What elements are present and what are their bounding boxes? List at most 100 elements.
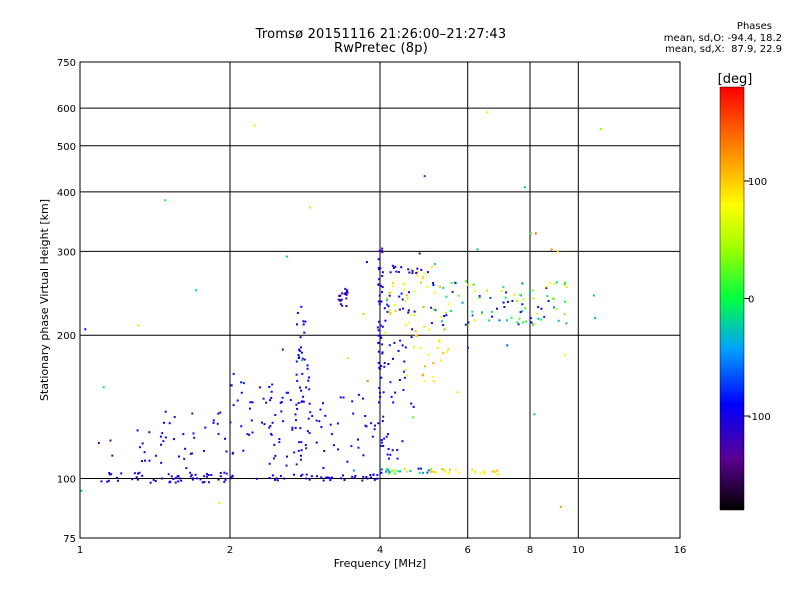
data-point bbox=[418, 252, 421, 255]
data-point bbox=[346, 291, 349, 294]
colorbar-tick-label: 0 bbox=[748, 295, 754, 306]
data-point bbox=[394, 265, 397, 268]
colorbar-label: [deg] bbox=[718, 72, 753, 87]
data-point bbox=[498, 319, 501, 322]
data-point bbox=[385, 470, 388, 473]
data-point bbox=[294, 413, 297, 416]
data-point bbox=[204, 426, 207, 429]
data-point bbox=[192, 477, 194, 480]
x-tick-label: 4 bbox=[377, 545, 383, 556]
data-point bbox=[305, 386, 308, 389]
data-point bbox=[519, 311, 522, 314]
data-point bbox=[380, 365, 383, 368]
data-point bbox=[451, 290, 454, 293]
data-point bbox=[352, 412, 355, 415]
data-point bbox=[308, 376, 310, 379]
data-point bbox=[110, 473, 113, 476]
data-point bbox=[379, 395, 382, 398]
data-point bbox=[261, 421, 263, 424]
data-point bbox=[378, 401, 380, 404]
data-point bbox=[149, 481, 152, 484]
data-point bbox=[421, 471, 424, 474]
data-point bbox=[387, 448, 390, 450]
data-point bbox=[416, 267, 419, 270]
data-point bbox=[406, 297, 409, 300]
data-point bbox=[224, 478, 227, 481]
data-point bbox=[390, 395, 393, 398]
data-point bbox=[301, 351, 303, 354]
data-point bbox=[401, 298, 404, 301]
data-point bbox=[161, 432, 164, 435]
data-point bbox=[376, 474, 379, 476]
data-point bbox=[345, 293, 348, 296]
data-point bbox=[381, 249, 384, 252]
data-point bbox=[293, 473, 295, 476]
data-point bbox=[391, 264, 394, 267]
data-point bbox=[447, 348, 450, 351]
data-point bbox=[380, 441, 383, 444]
data-point bbox=[297, 354, 300, 356]
data-point bbox=[381, 286, 384, 289]
data-point bbox=[350, 445, 353, 448]
data-point bbox=[337, 298, 340, 301]
data-point bbox=[381, 247, 384, 250]
data-points bbox=[80, 111, 602, 508]
data-point bbox=[516, 321, 519, 324]
data-point bbox=[423, 380, 426, 383]
data-point bbox=[555, 281, 558, 284]
data-point bbox=[543, 315, 546, 318]
data-point bbox=[154, 480, 157, 482]
data-point bbox=[255, 477, 258, 480]
data-point bbox=[388, 309, 391, 312]
data-point bbox=[164, 199, 167, 202]
data-point bbox=[117, 479, 119, 482]
data-point bbox=[402, 389, 405, 391]
data-point bbox=[97, 442, 100, 444]
data-point bbox=[258, 386, 261, 389]
data-point bbox=[403, 289, 406, 291]
data-point bbox=[502, 301, 505, 304]
data-point bbox=[427, 353, 430, 356]
data-point bbox=[225, 450, 228, 453]
data-point bbox=[298, 348, 300, 351]
data-point bbox=[285, 464, 288, 467]
data-point bbox=[373, 478, 376, 481]
data-point bbox=[382, 445, 385, 447]
data-point bbox=[413, 310, 416, 313]
colorbar bbox=[719, 86, 745, 511]
data-point bbox=[372, 473, 375, 476]
data-point bbox=[189, 475, 192, 478]
data-point bbox=[547, 300, 550, 302]
data-point bbox=[426, 271, 429, 274]
data-point bbox=[301, 359, 304, 362]
data-point bbox=[100, 480, 103, 483]
data-point bbox=[164, 410, 167, 413]
data-point bbox=[203, 475, 206, 478]
data-point bbox=[137, 324, 140, 327]
data-point bbox=[423, 175, 426, 178]
data-point bbox=[537, 317, 540, 320]
data-point bbox=[474, 471, 477, 474]
data-point bbox=[433, 291, 436, 294]
chart-subtitle: RwPretec (8p) bbox=[334, 41, 428, 56]
data-point bbox=[483, 472, 486, 475]
data-point bbox=[496, 307, 498, 310]
data-point bbox=[138, 471, 141, 474]
data-point bbox=[300, 305, 303, 308]
data-point bbox=[406, 470, 409, 473]
data-point bbox=[426, 471, 429, 474]
data-point bbox=[415, 334, 418, 337]
data-point bbox=[467, 283, 470, 286]
data-point bbox=[439, 285, 442, 288]
data-point bbox=[362, 475, 365, 478]
y-tick-label: 75 bbox=[63, 534, 76, 545]
data-point bbox=[411, 328, 414, 331]
data-point bbox=[391, 470, 393, 473]
data-point bbox=[268, 462, 271, 465]
data-point bbox=[417, 467, 420, 470]
data-point bbox=[269, 424, 272, 427]
data-point bbox=[223, 480, 226, 483]
data-point bbox=[565, 322, 568, 325]
x-tick-label: 8 bbox=[527, 545, 533, 556]
data-point bbox=[479, 472, 482, 475]
